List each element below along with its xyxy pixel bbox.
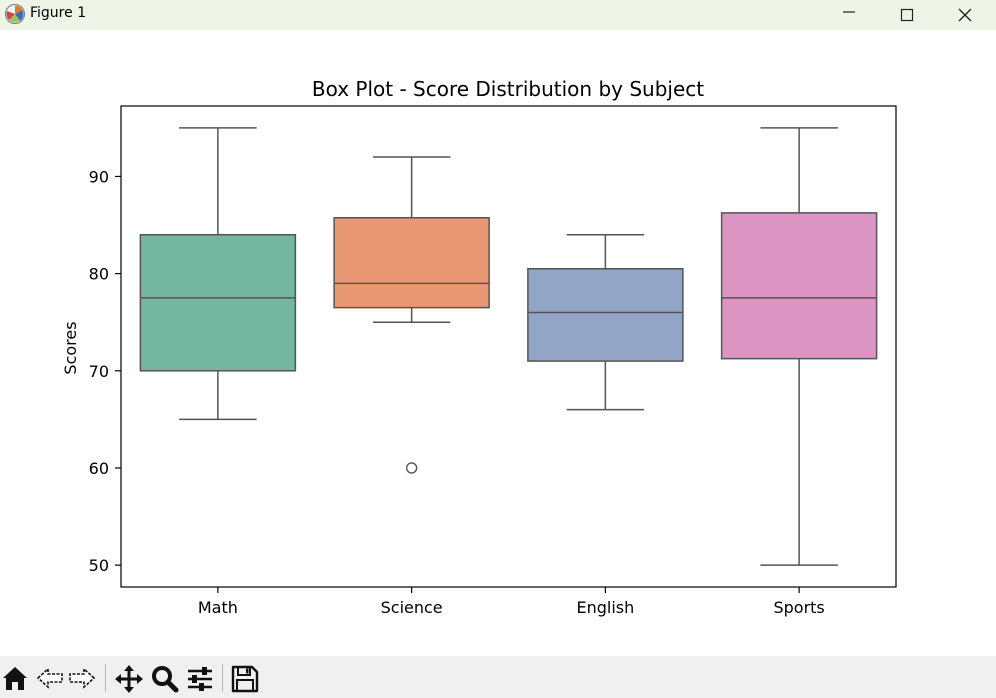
save-floppy-icon — [231, 665, 259, 693]
y-tick-label: 50 — [89, 556, 109, 575]
pan-move-icon — [115, 665, 143, 693]
box-iqr — [527, 268, 684, 362]
x-tick-label: Math — [198, 598, 238, 617]
box-group-sports — [720, 127, 878, 566]
figure-canvas: Box Plot - Score Distribution by Subject… — [0, 30, 996, 656]
save-button[interactable] — [230, 664, 260, 693]
y-tick-label: 60 — [89, 459, 109, 478]
toolbar-separator — [222, 664, 223, 692]
box-iqr — [139, 234, 297, 372]
outlier-point — [405, 462, 418, 474]
window-title: Figure 1 — [30, 5, 87, 21]
box-iqr — [720, 212, 878, 360]
maximize-button[interactable] — [878, 0, 936, 30]
window-titlebar: Figure 1 — [0, 0, 996, 30]
back-button[interactable] — [35, 664, 65, 692]
zoom-button[interactable] — [150, 664, 180, 693]
home-button[interactable] — [1, 664, 31, 692]
chart-title: Box Plot - Score Distribution by Subject — [312, 77, 704, 101]
minimize-button[interactable] — [820, 0, 878, 30]
box-group-english — [527, 234, 684, 411]
y-tick-label: 90 — [89, 167, 109, 186]
y-tick-label: 80 — [89, 265, 109, 284]
minimize-icon — [843, 11, 855, 13]
maximize-icon — [900, 8, 914, 22]
box-group-science — [333, 156, 490, 474]
forward-arrow-icon — [69, 667, 96, 689]
configure-subplots-button[interactable] — [185, 664, 215, 692]
pan-button[interactable] — [114, 664, 144, 693]
box-group-math — [139, 127, 297, 421]
toolbar-separator — [105, 664, 106, 692]
close-button[interactable] — [936, 0, 994, 30]
y-axis-label: Scores — [61, 321, 80, 374]
forward-button[interactable] — [67, 664, 97, 692]
matplotlib-logo-icon — [5, 4, 25, 24]
x-tick-label: Science — [381, 598, 443, 617]
y-tick-label: 70 — [89, 362, 109, 381]
home-icon — [3, 667, 27, 690]
x-tick-label: Sports — [773, 598, 824, 617]
close-icon — [958, 8, 972, 22]
x-tick-label: English — [576, 598, 634, 617]
back-arrow-icon — [36, 667, 63, 689]
zoom-magnifier-icon — [152, 666, 179, 693]
axes-frame — [120, 105, 897, 588]
configure-subplots-icon — [188, 667, 212, 691]
navigation-toolbar — [0, 656, 996, 698]
box-plot-chart: Box Plot - Score Distribution by Subject… — [61, 77, 897, 617]
box-iqr — [333, 216, 490, 309]
